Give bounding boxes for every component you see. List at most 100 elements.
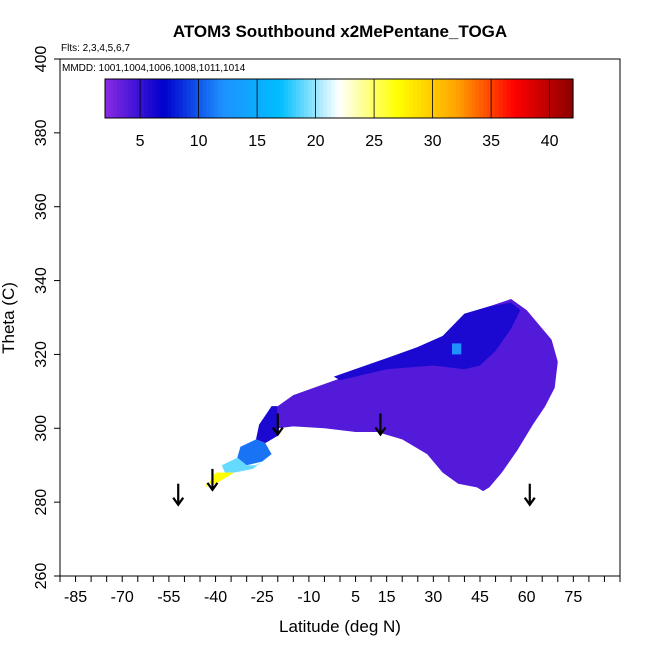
x-tick-label: -70 [111,589,134,606]
y-tick-label: 380 [33,119,50,146]
colorbar-swatch [214,79,219,118]
colorbar-swatch [125,79,130,118]
heatmap-field [206,299,558,491]
colorbar-swatch [437,79,442,118]
colorbar-swatch [121,79,126,118]
colorbar: 5 10 15 20 25 30 35 40 [105,79,574,150]
colorbar-swatch [561,79,566,118]
colorbar-swatch [171,79,176,118]
colorbar-swatch [554,79,559,118]
colorbar-swatch [316,79,321,118]
x-tick-label: -10 [297,589,320,606]
colorbar-swatch [557,79,562,118]
chart: ATOM3 Southbound x2MePentane_TOGA Flts: … [0,0,650,650]
colorbar-swatch [269,79,274,118]
colorbar-swatch [164,79,169,118]
colorbar-swatch [538,79,543,118]
x-tick-label: -40 [204,589,227,606]
colorbar-swatch [378,79,383,118]
colorbar-swatch [132,79,137,118]
colorbar-tick-label: 30 [424,133,442,150]
colorbar-swatch [499,79,504,118]
colorbar-swatch [526,79,531,118]
x-tick-label: -85 [64,589,87,606]
dates-annotation: MMDD: 1001,1004,1006,1008,1011,1014 [62,63,246,74]
field-region-sh-blue [237,439,271,465]
colorbar-swatch [245,79,250,118]
colorbar-tick-label: 15 [248,133,266,150]
colorbar-swatch [222,79,227,118]
colorbar-swatch [382,79,387,118]
colorbar-swatch [242,79,247,118]
colorbar-swatch [421,79,426,118]
y-tick-label: 360 [33,193,50,220]
colorbar-swatch [249,79,254,118]
colorbar-swatch [394,79,399,118]
colorbar-swatch [257,79,262,118]
colorbar-swatch [405,79,410,118]
colorbar-swatch [105,79,110,118]
colorbar-swatch [366,79,371,118]
colorbar-swatch [530,79,535,118]
colorbar-swatch [203,79,208,118]
colorbar-swatch [359,79,364,118]
arrow-marker [525,484,535,505]
y-tick-label: 400 [33,46,50,73]
colorbar-tick-label: 25 [365,133,383,150]
colorbar-swatch [468,79,473,118]
colorbar-swatch [265,79,270,118]
colorbar-swatch [440,79,445,118]
colorbar-swatch [444,79,449,118]
colorbar-swatch [362,79,367,118]
colorbar-swatch [452,79,457,118]
colorbar-swatch [515,79,520,118]
colorbar-swatch [390,79,395,118]
chart-title: ATOM3 Southbound x2MePentane_TOGA [173,22,507,41]
colorbar-swatch [413,79,418,118]
colorbar-swatch [409,79,414,118]
colorbar-swatch [476,79,481,118]
x-tick-label: 5 [351,589,360,606]
colorbar-swatch [284,79,289,118]
flights-annotation: Flts: 2,3,4,5,6,7 [61,43,130,54]
colorbar-tick-label: 5 [136,133,145,150]
colorbar-swatch [398,79,403,118]
x-tick-label: 60 [518,589,536,606]
colorbar-swatch [335,79,340,118]
x-tick-label: 45 [471,589,489,606]
colorbar-tick-label: 10 [190,133,208,150]
colorbar-swatch [347,79,352,118]
colorbar-swatch [183,79,188,118]
colorbar-swatch [433,79,438,118]
colorbar-swatch [273,79,278,118]
colorbar-swatch [234,79,239,118]
colorbar-swatch [218,79,223,118]
colorbar-swatch [448,79,453,118]
y-axis: 260 280 300 320 340 360 380 400 [33,46,60,590]
colorbar-tick-label: 40 [541,133,559,150]
colorbar-swatch [401,79,406,118]
colorbar-swatch [472,79,477,118]
colorbar-swatch [167,79,172,118]
colorbar-swatch [281,79,286,118]
field-region-mid-light-blue [452,343,461,354]
colorbar-swatch [507,79,512,118]
colorbar-swatch [550,79,555,118]
colorbar-swatch [191,79,196,118]
colorbar-swatch [417,79,422,118]
colorbar-swatch [522,79,527,118]
colorbar-swatch [565,79,570,118]
colorbar-swatch [355,79,360,118]
colorbar-swatch [456,79,461,118]
colorbar-swatch [140,79,145,118]
colorbar-swatch [479,79,484,118]
colorbar-swatch [351,79,356,118]
colorbar-swatch [152,79,157,118]
colorbar-swatch [179,79,184,118]
colorbar-swatch [327,79,332,118]
colorbar-swatch [277,79,282,118]
colorbar-swatch [331,79,336,118]
colorbar-swatch [534,79,539,118]
colorbar-swatch [175,79,180,118]
colorbar-swatch [464,79,469,118]
